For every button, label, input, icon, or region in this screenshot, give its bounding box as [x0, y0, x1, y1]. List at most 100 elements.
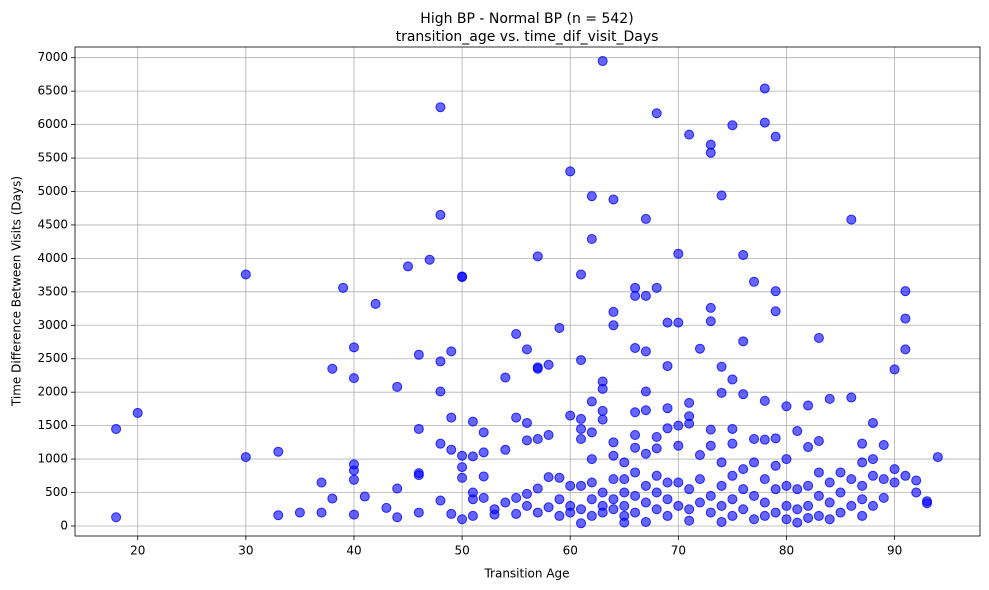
point	[327, 363, 338, 374]
point	[554, 494, 565, 505]
point	[586, 233, 597, 244]
point	[911, 475, 922, 486]
point	[630, 343, 641, 354]
point	[640, 386, 651, 397]
point	[543, 502, 554, 513]
point	[727, 438, 738, 449]
point	[640, 346, 651, 357]
point	[770, 286, 781, 297]
point	[597, 487, 608, 498]
point	[392, 512, 403, 523]
point	[619, 487, 630, 498]
point	[478, 427, 489, 438]
point	[543, 472, 554, 483]
point	[511, 508, 522, 519]
point	[500, 372, 511, 383]
point	[467, 494, 478, 505]
point	[781, 480, 792, 491]
point	[846, 392, 857, 403]
point	[738, 484, 749, 495]
point	[684, 504, 695, 515]
point	[694, 343, 705, 354]
point	[738, 464, 749, 475]
y-tick-label: 6000	[37, 117, 68, 131]
y-tick-label: 7000	[37, 50, 68, 64]
point	[738, 250, 749, 261]
point	[651, 282, 662, 293]
point	[835, 507, 846, 518]
y-tick-label: 1500	[37, 418, 68, 432]
grid-layer	[71, 47, 980, 540]
points-layer	[111, 56, 943, 529]
point	[370, 298, 381, 309]
point	[478, 471, 489, 482]
y-tick-label: 4500	[37, 217, 68, 231]
point	[348, 474, 359, 485]
point	[684, 418, 695, 429]
point	[511, 492, 522, 503]
point	[597, 56, 608, 67]
point	[132, 407, 143, 418]
point	[684, 129, 695, 140]
point	[803, 400, 814, 411]
point	[803, 480, 814, 491]
x-tick-label: 50	[454, 544, 469, 558]
point	[662, 423, 673, 434]
point	[770, 484, 781, 495]
point	[694, 497, 705, 508]
point	[716, 516, 727, 527]
point	[640, 516, 651, 527]
point	[576, 480, 587, 491]
point	[857, 438, 868, 449]
point	[543, 359, 554, 370]
point	[705, 316, 716, 327]
y-tick-label: 4000	[37, 251, 68, 265]
point	[662, 403, 673, 414]
point	[792, 517, 803, 528]
x-tick-label: 60	[563, 544, 578, 558]
point	[554, 510, 565, 521]
point	[705, 424, 716, 435]
point	[565, 410, 576, 421]
point	[273, 446, 284, 457]
point	[857, 494, 868, 505]
point	[813, 436, 824, 447]
point	[630, 429, 641, 440]
point	[403, 261, 414, 272]
point	[586, 477, 597, 488]
point	[500, 497, 511, 508]
point	[889, 464, 900, 475]
point	[716, 361, 727, 372]
point	[565, 480, 576, 491]
point	[705, 440, 716, 451]
y-tick-label: 500	[45, 485, 68, 499]
point	[727, 374, 738, 385]
point	[435, 438, 446, 449]
point	[457, 514, 468, 525]
point	[640, 405, 651, 416]
point	[554, 322, 565, 333]
point	[640, 448, 651, 459]
point	[316, 477, 327, 488]
y-tick-label: 3000	[37, 318, 68, 332]
point	[673, 248, 684, 259]
point	[889, 364, 900, 375]
point	[446, 508, 457, 519]
point	[521, 344, 532, 355]
point	[770, 433, 781, 444]
point	[651, 470, 662, 481]
point	[608, 437, 619, 448]
point	[240, 452, 251, 463]
point	[716, 480, 727, 491]
point	[867, 454, 878, 465]
point	[608, 450, 619, 461]
point	[576, 413, 587, 424]
point	[478, 492, 489, 503]
point	[759, 497, 770, 508]
point	[684, 484, 695, 495]
point	[878, 440, 889, 451]
point	[684, 515, 695, 526]
y-axis-label: Time Difference Between Visits (Days)	[10, 176, 24, 407]
point	[759, 117, 770, 128]
x-tick-label: 20	[130, 544, 145, 558]
